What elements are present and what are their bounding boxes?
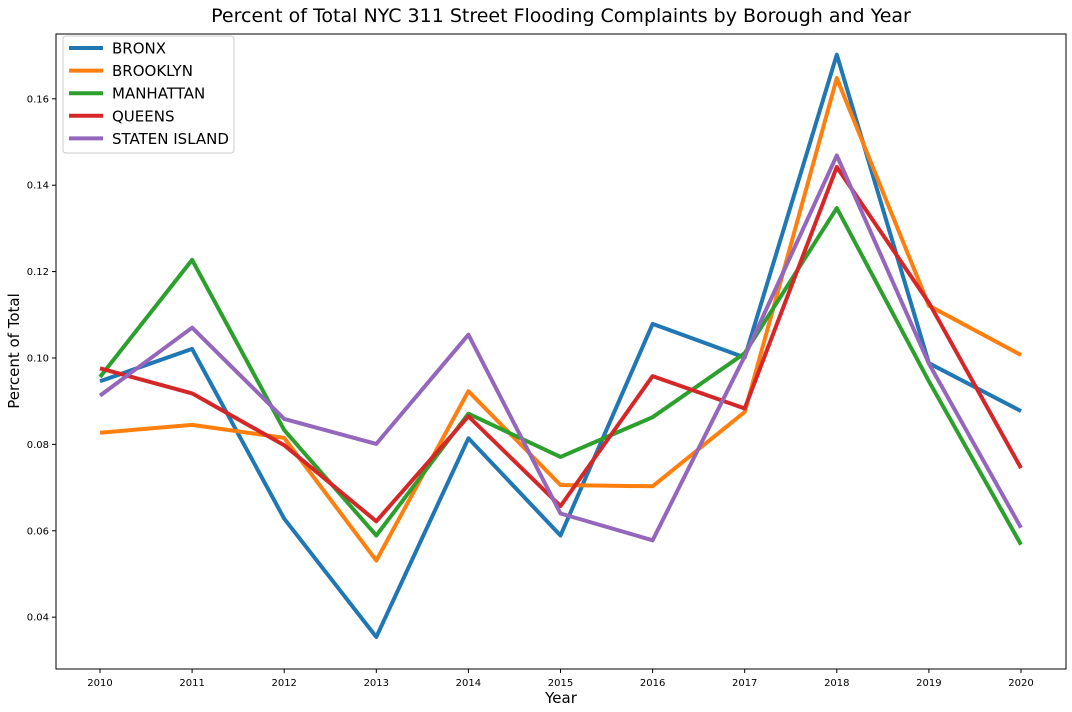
y-tick-label: 0.12 xyxy=(27,267,49,278)
legend-box xyxy=(62,35,235,154)
x-tick-label: 2011 xyxy=(179,678,204,689)
x-tick-label: 2018 xyxy=(824,678,849,689)
x-tick-label: 2017 xyxy=(732,678,757,689)
legend-label: STATEN ISLAND xyxy=(112,130,229,148)
y-tick-label: 0.16 xyxy=(27,94,49,105)
x-axis: 2010 2011 2012 2013 2014 2015 2016 2017 2018 2019… xyxy=(87,669,1034,689)
y-tick-label: 0.04 xyxy=(27,613,49,624)
x-tick-label: 2015 xyxy=(548,678,573,689)
y-axis: 0.04 0.06 0.08 0.10 0.12 0.14 0.16 xyxy=(27,94,56,624)
y-tick-label: 0.08 xyxy=(27,440,49,451)
y-tick-label: 0.14 xyxy=(27,181,49,192)
x-tick-label: 2016 xyxy=(640,678,665,689)
x-tick-label: 2013 xyxy=(364,678,389,689)
x-axis-title: Year xyxy=(544,689,578,707)
legend-label: BROOKLYN xyxy=(112,62,193,80)
legend-label: BRONX xyxy=(112,40,166,58)
x-tick-label: 2010 xyxy=(87,678,112,689)
legend-label: QUEENS xyxy=(112,107,174,125)
y-tick-label: 0.06 xyxy=(27,526,49,537)
y-tick-label: 0.10 xyxy=(27,353,49,364)
x-tick-label: 2014 xyxy=(456,678,481,689)
x-tick-label: 2020 xyxy=(1008,678,1033,689)
x-tick-label: 2019 xyxy=(916,678,941,689)
y-axis-title: Percent of Total xyxy=(5,293,23,408)
series-line-manhattan xyxy=(98,206,1023,546)
x-tick-label: 2012 xyxy=(271,678,296,689)
legend: BRONX BROOKLYN MANHATTAN QUEENS STATEN ISLAN… xyxy=(62,35,235,154)
chart-title: Percent of Total NYC 311 Street Flooding… xyxy=(211,5,911,27)
series-lines xyxy=(98,52,1023,639)
series-line-queens xyxy=(99,165,1023,524)
legend-label: MANHATTAN xyxy=(112,85,205,103)
series-line-staten-island xyxy=(98,153,1023,543)
series-line-brooklyn xyxy=(99,76,1022,563)
